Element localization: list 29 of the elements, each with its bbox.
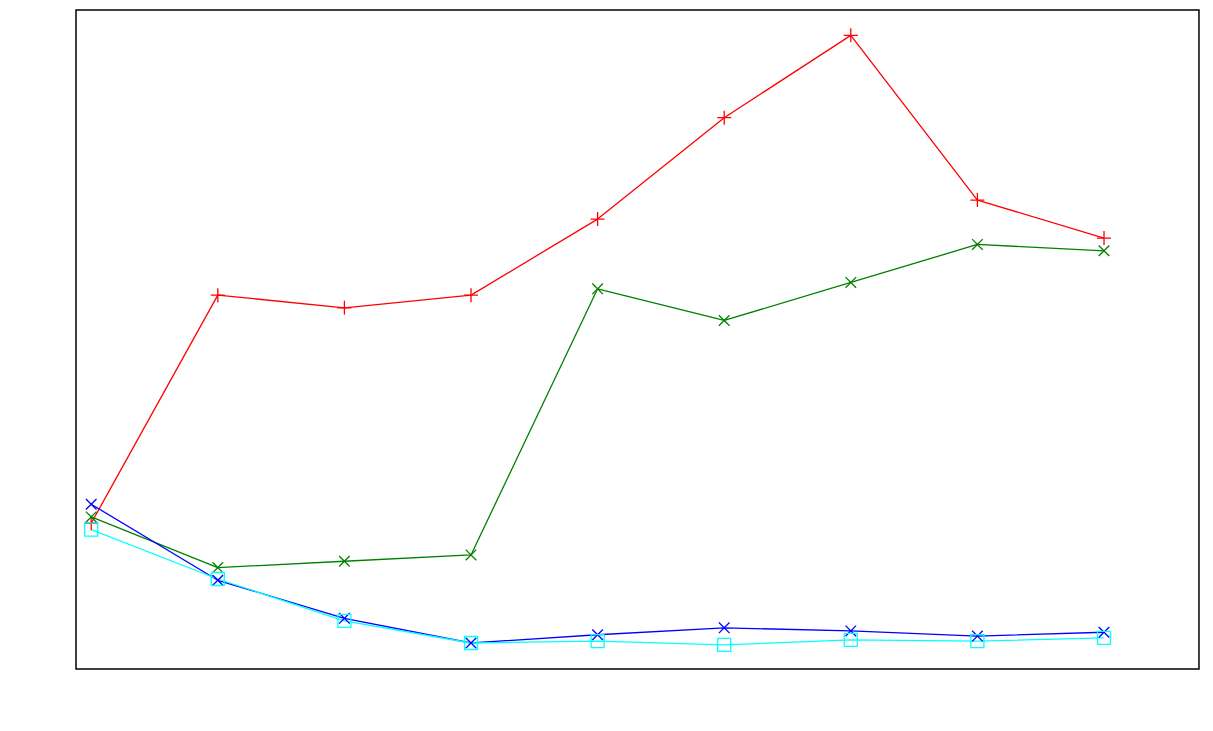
- point: [844, 625, 857, 637]
- point: [211, 561, 224, 574]
- point: [85, 510, 98, 523]
- point: [589, 211, 606, 227]
- point: [210, 287, 226, 303]
- point: [1096, 230, 1112, 246]
- point: [971, 630, 984, 642]
- point: [843, 632, 858, 647]
- point: [336, 300, 353, 316]
- point: [1098, 244, 1110, 257]
- point: [716, 110, 732, 126]
- point: [84, 522, 99, 537]
- point: [843, 27, 859, 43]
- point: [463, 287, 479, 303]
- point: [591, 282, 604, 295]
- point: [718, 314, 731, 327]
- point: [85, 498, 98, 511]
- point: [971, 238, 984, 251]
- point: [465, 548, 477, 561]
- point: [969, 192, 986, 208]
- point: [590, 633, 605, 649]
- point: [717, 637, 732, 653]
- point: [1098, 626, 1110, 639]
- point: [970, 633, 985, 649]
- point: [591, 628, 604, 641]
- point: [1096, 630, 1112, 646]
- point: [718, 621, 731, 634]
- point: [844, 276, 857, 289]
- point: [338, 555, 351, 568]
